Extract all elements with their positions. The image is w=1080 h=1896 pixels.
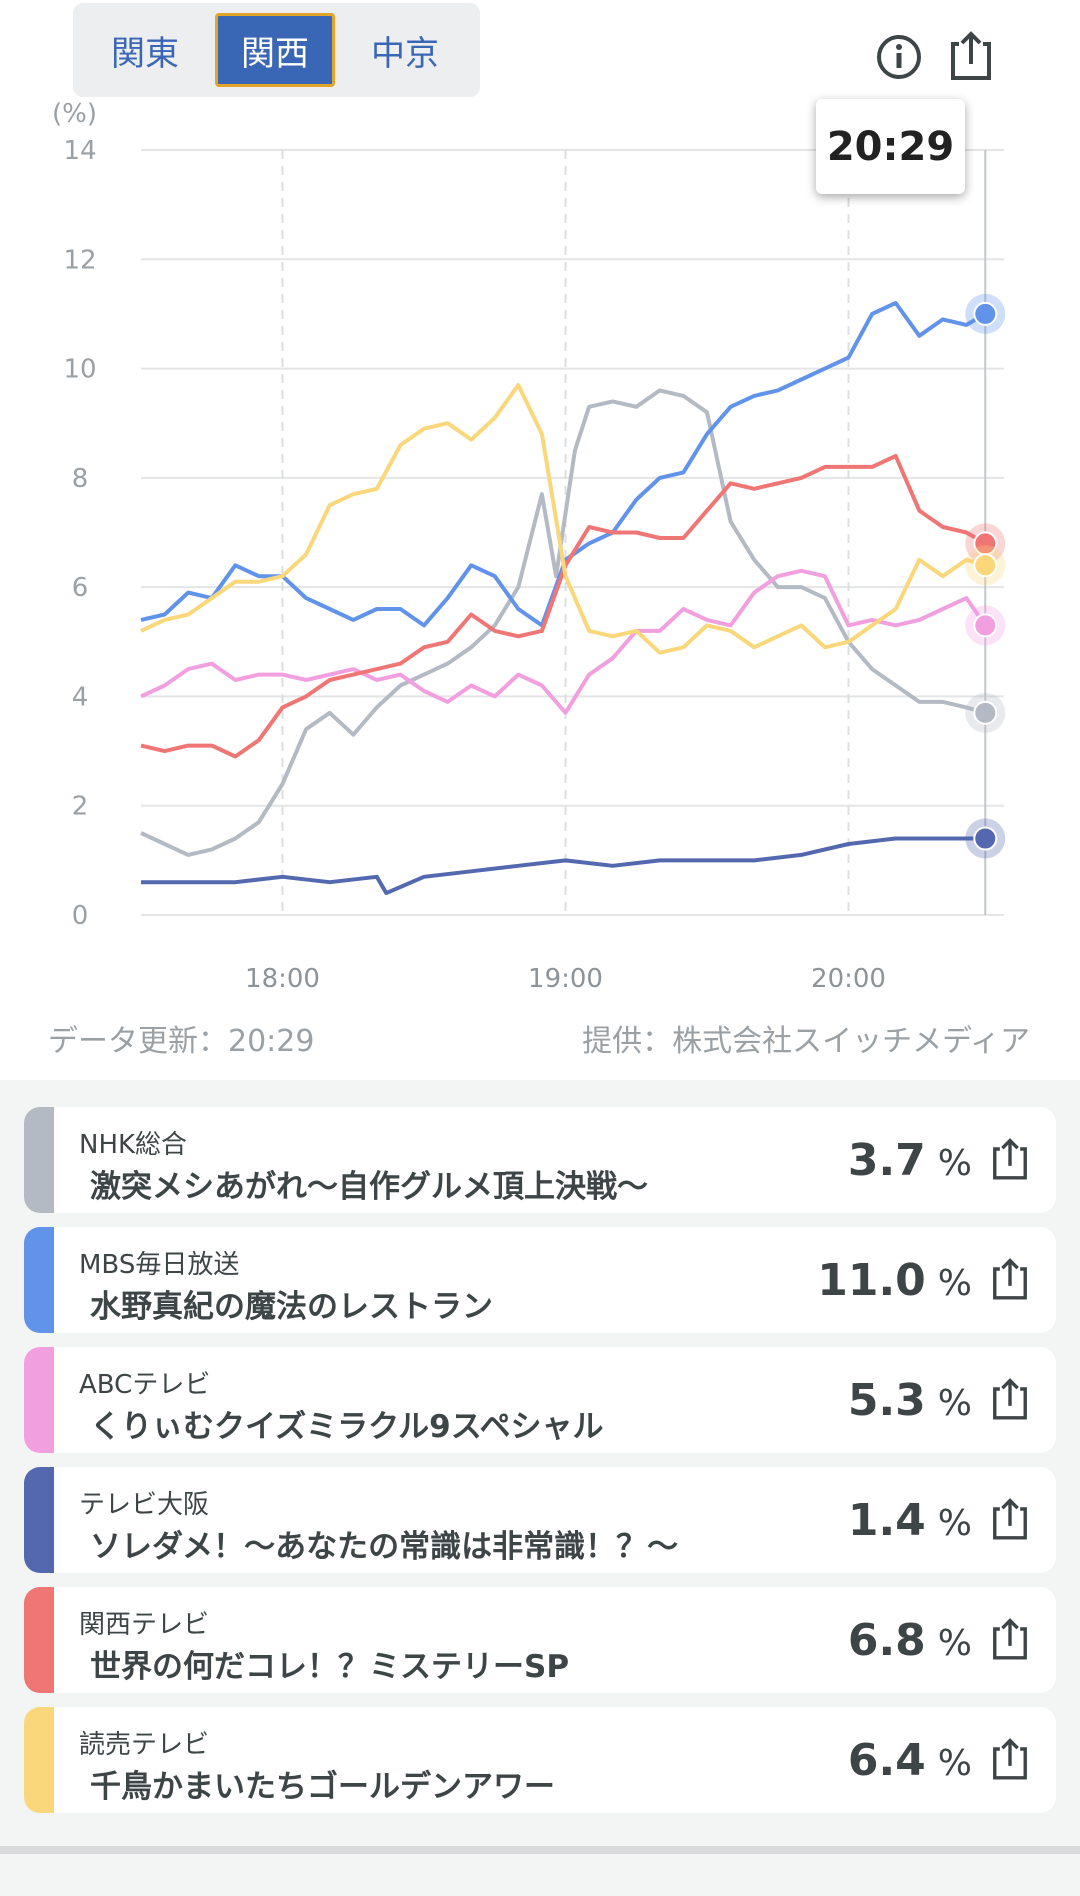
channel-list: NHK総合 激突メシあがれ〜自作グルメ頂上決戦〜 3.7 % MBS毎日放送 水…	[0, 1080, 1080, 1896]
y-axis-label: (%)	[52, 99, 97, 129]
rating-value: 3.7	[847, 1135, 926, 1186]
series-line	[141, 836, 986, 896]
channel-name: NHK総合	[79, 1130, 188, 1160]
program-title: くりぃむクイズミラクル9スペシャル	[90, 1409, 604, 1445]
x-tick-label: 19:00	[528, 964, 603, 994]
rating-value: 6.4	[847, 1735, 926, 1786]
channel-name: 関西テレビ	[79, 1610, 210, 1640]
y-tick-label: 0	[72, 901, 89, 931]
series-end-point	[973, 301, 998, 326]
rating-unit: %	[937, 1263, 972, 1304]
share-icon[interactable]	[945, 30, 997, 84]
channel-name: 読売テレビ	[79, 1730, 210, 1760]
channel-card[interactable]: テレビ大阪 ソレダメ！〜あなたの常識は非常識！？〜 1.4 %	[24, 1467, 1056, 1573]
channel-card[interactable]: ABCテレビ くりぃむクイズミラクル9スペシャル 5.3 %	[24, 1347, 1056, 1453]
channel-name: テレビ大阪	[79, 1490, 210, 1520]
rating-unit: %	[937, 1503, 972, 1544]
channel-card[interactable]: NHK総合 激突メシあがれ〜自作グルメ頂上決戦〜 3.7 %	[24, 1107, 1056, 1213]
data-provider: 提供：株式会社スイッチメディア	[582, 1024, 1030, 1059]
rating-unit: %	[937, 1383, 972, 1424]
share-icon[interactable]	[988, 1617, 1032, 1663]
rating-value: 11.0	[817, 1255, 926, 1306]
rating: 11.0 %	[817, 1255, 972, 1306]
share-icon[interactable]	[988, 1257, 1032, 1303]
series-line	[140, 383, 986, 655]
program-title: ソレダメ！〜あなたの常識は非常識！？〜	[90, 1529, 679, 1565]
channel-color-bar	[24, 1347, 54, 1453]
rating-value: 5.3	[847, 1375, 926, 1426]
cursor-time-tooltip: 20:29	[816, 99, 965, 194]
rating-value: 1.4	[847, 1495, 926, 1546]
series-line	[140, 568, 987, 715]
rating: 6.8 %	[848, 1615, 972, 1666]
channel-color-bar	[24, 1107, 54, 1213]
x-tick-label: 20:00	[811, 964, 886, 994]
share-icon[interactable]	[988, 1137, 1032, 1183]
channel-color-bar	[24, 1227, 54, 1333]
rating-chart[interactable]: (%) 0 2 4 6 8 10 12 14 18:00 19:00 20:00	[0, 0, 1080, 1000]
bottom-divider	[0, 1846, 1080, 1854]
channel-color-bar	[24, 1587, 54, 1693]
series-end-point	[973, 700, 998, 725]
channel-color-bar	[24, 1707, 54, 1813]
data-updated: データ更新：20:29	[48, 1024, 315, 1059]
channel-card[interactable]: MBS毎日放送 水野真紀の魔法のレストラン 11.0 %	[24, 1227, 1056, 1333]
region-tabs: 関東 関西 中京	[73, 3, 480, 97]
y-tick-label: 8	[72, 464, 89, 494]
program-title: 千鳥かまいたちゴールデンアワー	[90, 1769, 555, 1805]
y-tick-label: 6	[72, 573, 89, 603]
rating-unit: %	[937, 1623, 972, 1664]
series-end-point	[973, 826, 998, 851]
series-line	[140, 388, 986, 857]
rating: 5.3 %	[848, 1375, 972, 1426]
y-tick-label: 4	[72, 682, 89, 712]
tab-kanto[interactable]: 関東	[111, 33, 179, 74]
program-title: 世界の何だコレ！？ミステリーSP	[90, 1649, 570, 1685]
y-tick-label: 14	[63, 136, 96, 166]
x-tick-label: 18:00	[245, 964, 320, 994]
share-icon[interactable]	[988, 1497, 1032, 1543]
rating: 3.7 %	[848, 1135, 972, 1186]
rating: 1.4 %	[848, 1495, 972, 1546]
y-tick-label: 2	[72, 792, 89, 822]
channel-card[interactable]: 読売テレビ 千鳥かまいたちゴールデンアワー 6.4 %	[24, 1707, 1056, 1813]
rating: 6.4 %	[848, 1735, 972, 1786]
rating-unit: %	[937, 1143, 972, 1184]
series-end-point	[973, 553, 998, 578]
tab-kansai[interactable]: 関西	[215, 13, 335, 87]
series-end-point	[973, 613, 998, 638]
info-icon[interactable]	[873, 30, 925, 84]
share-icon[interactable]	[988, 1377, 1032, 1423]
channel-name: MBS毎日放送	[79, 1250, 240, 1280]
channel-card[interactable]: 関西テレビ 世界の何だコレ！？ミステリーSP 6.8 %	[24, 1587, 1056, 1693]
y-tick-label: 10	[63, 355, 96, 385]
y-tick-label: 12	[63, 245, 96, 275]
rating-unit: %	[937, 1743, 972, 1784]
tab-chukyo[interactable]: 中京	[371, 33, 439, 74]
channel-name: ABCテレビ	[79, 1370, 211, 1400]
share-icon[interactable]	[988, 1737, 1032, 1783]
channel-color-bar	[24, 1467, 54, 1573]
program-title: 水野真紀の魔法のレストラン	[90, 1289, 493, 1325]
program-title: 激突メシあがれ〜自作グルメ頂上決戦〜	[90, 1169, 648, 1205]
rating-value: 6.8	[847, 1615, 926, 1666]
